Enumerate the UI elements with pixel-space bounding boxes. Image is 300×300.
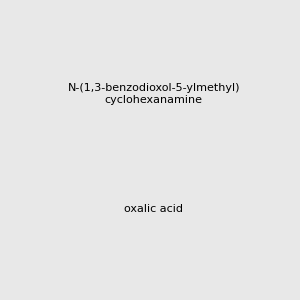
Text: N-(1,3-benzodioxol-5-ylmethyl)
cyclohexanamine: N-(1,3-benzodioxol-5-ylmethyl) cyclohexa… <box>68 83 240 105</box>
Text: oxalic acid: oxalic acid <box>124 204 183 214</box>
